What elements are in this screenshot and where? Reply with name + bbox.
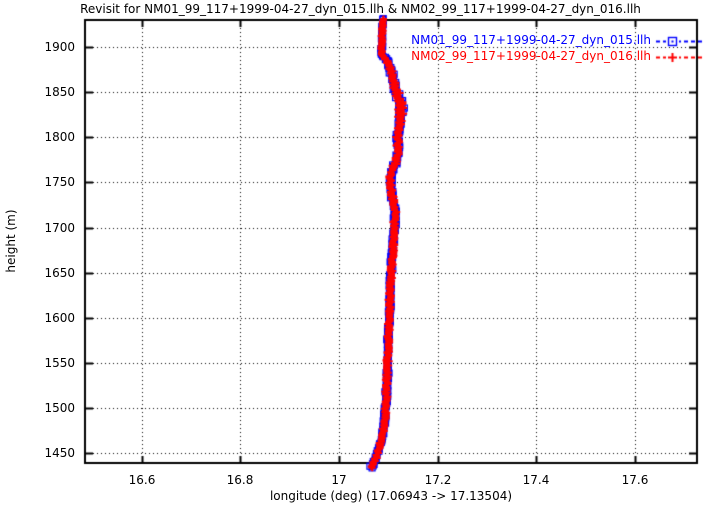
- y-tick-label: 1800: [44, 130, 75, 144]
- legend-entry-nm02: NM02_99_117+1999-04-27_dyn_016.llh: [411, 49, 651, 63]
- y-tick-label: 1550: [44, 356, 75, 370]
- y-tick-label: 1850: [44, 85, 75, 99]
- y-tick-label: 1700: [44, 221, 75, 235]
- x-tick-label: 17.2: [424, 473, 452, 487]
- y-tick-label: 1750: [44, 175, 75, 189]
- chart-title: Revisit for NM01_99_117+1999-04-27_dyn_0…: [80, 2, 641, 16]
- y-axis-title: height (m): [4, 209, 18, 273]
- x-tick-label: 17.4: [522, 473, 550, 487]
- x-tick-label: 16.6: [128, 473, 156, 487]
- y-tick-label: 1900: [44, 40, 75, 54]
- y-tick-label: 1650: [44, 266, 75, 280]
- y-tick-label: 1600: [44, 311, 75, 325]
- x-axis-title: longitude (deg) (17.06943 -> 17.13504): [269, 489, 513, 503]
- legend-entry-nm01: NM01_99_117+1999-04-27_dyn_015.llh: [411, 33, 651, 47]
- x-tick-label: 17: [331, 473, 347, 487]
- x-tick-label: 17.6: [621, 473, 649, 487]
- y-tick-label: 1450: [44, 446, 75, 460]
- x-tick-label: 16.8: [226, 473, 254, 487]
- y-tick-label: 1500: [44, 401, 75, 415]
